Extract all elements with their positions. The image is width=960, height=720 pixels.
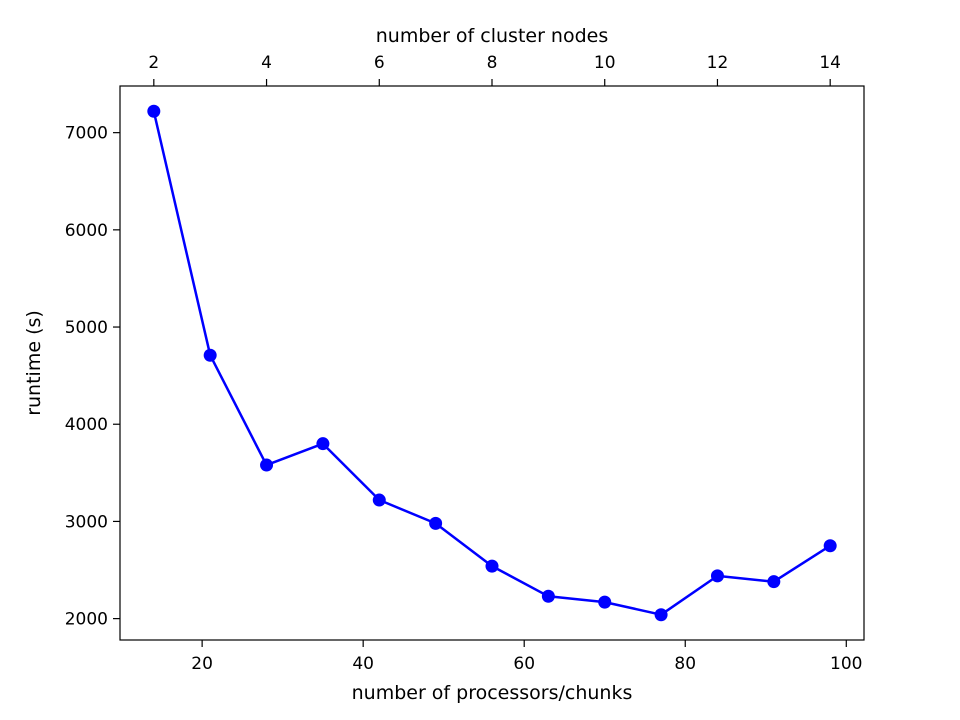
- y-tick-label: 6000: [65, 221, 108, 241]
- top-tick-label: 6: [374, 53, 385, 73]
- x-axis-ticks: 20 40 60 80 100: [191, 640, 863, 674]
- data-point: [823, 539, 837, 553]
- data-point: [203, 348, 217, 362]
- top-tick-label: 2: [148, 53, 159, 73]
- data-point: [710, 569, 724, 583]
- y-axis-label: runtime (s): [23, 310, 45, 416]
- top-tick-label: 8: [487, 53, 498, 73]
- y-tick-label: 3000: [65, 512, 108, 532]
- top-tick-label: 12: [707, 53, 729, 73]
- x-tick-label: 60: [513, 654, 535, 674]
- series-group: [147, 104, 837, 622]
- plot-area: [120, 86, 864, 640]
- top-tick-label: 14: [819, 53, 841, 73]
- data-point: [598, 595, 612, 609]
- y-tick-label: 2000: [65, 610, 108, 630]
- x-tick-label: 40: [352, 654, 374, 674]
- x-tick-label: 100: [830, 654, 862, 674]
- plot-frame: [119, 85, 865, 641]
- y-tick-label: 5000: [65, 318, 108, 338]
- data-point: [316, 437, 330, 451]
- top-tick-label: 4: [261, 53, 272, 73]
- y-axis-ticks: 2000 3000 4000 5000 6000 7000: [65, 124, 120, 630]
- x-tick-label: 20: [191, 654, 213, 674]
- top-axis-ticks: 2 4 6 8 10 12 14: [148, 53, 841, 86]
- data-point: [541, 589, 555, 603]
- y-tick-label: 7000: [65, 124, 108, 144]
- data-point: [485, 559, 499, 573]
- x-axis-label: number of processors/chunks: [352, 682, 633, 704]
- data-point: [654, 608, 668, 622]
- x-tick-label: 80: [674, 654, 696, 674]
- data-point: [767, 575, 781, 589]
- y-tick-label: 4000: [65, 415, 108, 435]
- data-point: [147, 104, 161, 118]
- data-point: [260, 458, 274, 472]
- data-point: [372, 493, 386, 507]
- data-point: [429, 516, 443, 530]
- top-tick-label: 10: [594, 53, 616, 73]
- top-x-axis-label: number of cluster nodes: [376, 25, 609, 47]
